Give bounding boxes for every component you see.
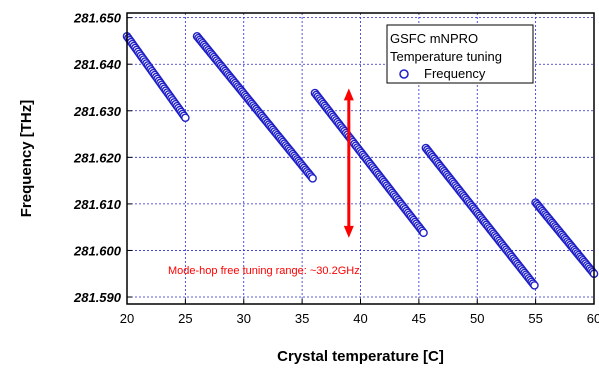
legend-box bbox=[386, 24, 534, 84]
data-points bbox=[122, 31, 599, 290]
y-axis-label: Frequency [THz] bbox=[18, 100, 35, 218]
x-tick-label: 25 bbox=[178, 311, 192, 326]
tuning-range-arrow bbox=[343, 88, 354, 238]
legend-marker bbox=[399, 69, 409, 79]
x-tick-label: 30 bbox=[237, 311, 251, 326]
x-tick-label: 35 bbox=[295, 311, 309, 326]
legend-title-line-2: Temperature tuning bbox=[390, 49, 502, 64]
arrow-head-top bbox=[343, 88, 354, 101]
x-tick-label: 20 bbox=[120, 311, 134, 326]
legend-title-line-1: GSFC mNPRO bbox=[390, 31, 478, 46]
x-axis-ticks: 20 25 30 35 40 45 50 55 60 bbox=[120, 299, 599, 326]
arrow-head-bottom bbox=[343, 225, 354, 238]
tuning-range-annotation: Mode-hop free tuning range: ~30.2GHz bbox=[168, 265, 360, 277]
y-tick-label: 281.650 bbox=[73, 11, 122, 26]
y-tick-label: 281.630 bbox=[73, 104, 122, 119]
legend-entry-frequency: Frequency bbox=[424, 66, 486, 81]
y-tick-label: 281.620 bbox=[73, 150, 122, 165]
data-point-seg2 bbox=[308, 173, 317, 183]
legend: GSFC mNPRO Temperature tuning Frequency bbox=[386, 24, 534, 84]
y-tick-label: 281.590 bbox=[73, 290, 122, 305]
y-tick-label: 281.610 bbox=[73, 197, 122, 212]
data-point-seg4 bbox=[530, 281, 539, 290]
x-tick-label: 50 bbox=[470, 311, 484, 326]
x-tick-label: 60 bbox=[587, 311, 599, 326]
plot-frame bbox=[126, 12, 595, 305]
x-tick-label: 45 bbox=[412, 311, 426, 326]
x-tick-label: 40 bbox=[353, 311, 367, 326]
data-point-seg1 bbox=[181, 113, 190, 123]
data-point-seg3 bbox=[419, 228, 428, 238]
x-tick-label: 55 bbox=[528, 311, 542, 326]
y-tick-label: 281.640 bbox=[73, 57, 122, 72]
y-tick-label: 281.600 bbox=[73, 243, 122, 258]
y-axis-ticks: 281.650 281.640 281.630 281.620 281.610 281.6… bbox=[73, 11, 132, 305]
x-axis-label: Crystal temperature [C] bbox=[277, 348, 444, 365]
